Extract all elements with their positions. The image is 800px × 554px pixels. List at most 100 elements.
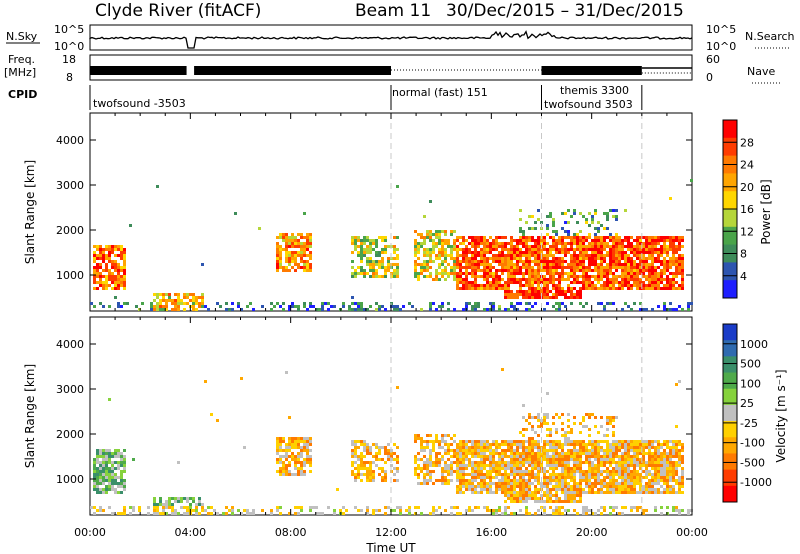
velocity-cell — [393, 473, 396, 476]
velocity-cell — [372, 512, 375, 515]
velocity-cell — [615, 464, 618, 467]
power-cell — [597, 272, 600, 275]
velocity-cell — [513, 479, 516, 482]
velocity-cell — [627, 464, 630, 467]
power-cell — [573, 236, 576, 239]
power-cell — [105, 284, 108, 287]
velocity-cell — [570, 488, 573, 491]
power-cell — [477, 260, 480, 263]
power-cell — [474, 236, 477, 239]
velocity-cell — [492, 482, 495, 485]
velocity-cell — [483, 458, 486, 461]
velocity-cell — [561, 446, 564, 449]
velocity-cell — [471, 473, 474, 476]
velocity-cell — [543, 446, 546, 449]
power-cell — [123, 269, 126, 272]
power-cell — [672, 245, 675, 248]
velocity-cell — [429, 473, 432, 476]
power-cell — [300, 245, 303, 248]
velocity-cell — [525, 446, 528, 449]
velocity-cell — [486, 482, 489, 485]
power-cell — [471, 284, 474, 287]
power-cell — [558, 293, 561, 296]
power-cell — [561, 275, 564, 278]
power-cell — [666, 308, 669, 311]
velocity-cell — [357, 446, 360, 449]
velocity-cell — [309, 455, 312, 458]
velocity-cell — [201, 503, 204, 506]
freq-tick-top: 18 — [62, 53, 76, 66]
velocity-cell — [645, 470, 648, 473]
velocity-cell — [660, 506, 663, 509]
velocity-cell — [624, 473, 627, 476]
power-cell — [558, 263, 561, 266]
velocity-cell — [123, 464, 126, 467]
power-cell — [516, 296, 519, 299]
velocity-cell — [360, 452, 363, 455]
power-cell — [429, 272, 432, 275]
power-cell — [435, 269, 438, 272]
velocity-cell — [501, 440, 504, 443]
power-cell — [309, 305, 312, 308]
velocity-cell — [672, 440, 675, 443]
power-cell — [495, 239, 498, 242]
velocity-cell — [105, 452, 108, 455]
velocity-cell — [399, 506, 402, 509]
power-cell — [471, 305, 474, 308]
power-cell — [591, 269, 594, 272]
power-cell — [423, 260, 426, 263]
velocity-cell — [546, 494, 549, 497]
velocity-cell — [441, 473, 444, 476]
velocity-cell — [456, 452, 459, 455]
velocity-cell — [504, 449, 507, 452]
velocity-cell — [459, 473, 462, 476]
velocity-cell — [450, 449, 453, 452]
velocity-cell — [555, 497, 558, 500]
velocity-cell — [459, 461, 462, 464]
power-cell — [525, 293, 528, 296]
velocity-cell — [567, 494, 570, 497]
velocity-cell — [477, 443, 480, 446]
power-cell — [543, 263, 546, 266]
velocity-cell — [525, 473, 528, 476]
velocity-cell — [192, 500, 195, 503]
velocity-cell — [510, 479, 513, 482]
velocity-cell — [678, 509, 681, 512]
power-cell — [513, 278, 516, 281]
velocity-cell — [387, 443, 390, 446]
power-cell — [381, 251, 384, 254]
velocity-cell — [183, 512, 186, 515]
velocity-cell — [132, 509, 135, 512]
power-cell — [432, 302, 435, 305]
velocity-cell — [525, 500, 528, 503]
velocity-cell — [642, 470, 645, 473]
power-cell — [474, 284, 477, 287]
power-cell — [384, 269, 387, 272]
velocity-cell — [594, 416, 597, 419]
velocity-cell — [162, 503, 165, 506]
velocity-cell — [438, 440, 441, 443]
velocity-cell — [516, 491, 519, 494]
velocity-cell — [294, 464, 297, 467]
power-cell — [555, 293, 558, 296]
power-cell — [135, 305, 138, 308]
power-cell — [585, 239, 588, 242]
velocity-cell — [102, 458, 105, 461]
power-cell — [408, 302, 411, 305]
power-cell — [99, 281, 102, 284]
power-cell — [633, 248, 636, 251]
power-cell — [375, 260, 378, 263]
velocity-cell — [534, 467, 537, 470]
velocity-cell — [516, 461, 519, 464]
velocity-cell — [438, 506, 441, 509]
velocity-cell — [108, 476, 111, 479]
date-range: 30/Dec/2015 – 31/Dec/2015 — [446, 1, 684, 21]
velocity-cell — [105, 461, 108, 464]
velocity-cell — [426, 479, 429, 482]
velocity-cell — [516, 467, 519, 470]
power-cell — [504, 248, 507, 251]
velocity-cell — [567, 458, 570, 461]
power-cell — [534, 221, 537, 224]
power-cell — [108, 248, 111, 251]
velocity-cell — [300, 437, 303, 440]
